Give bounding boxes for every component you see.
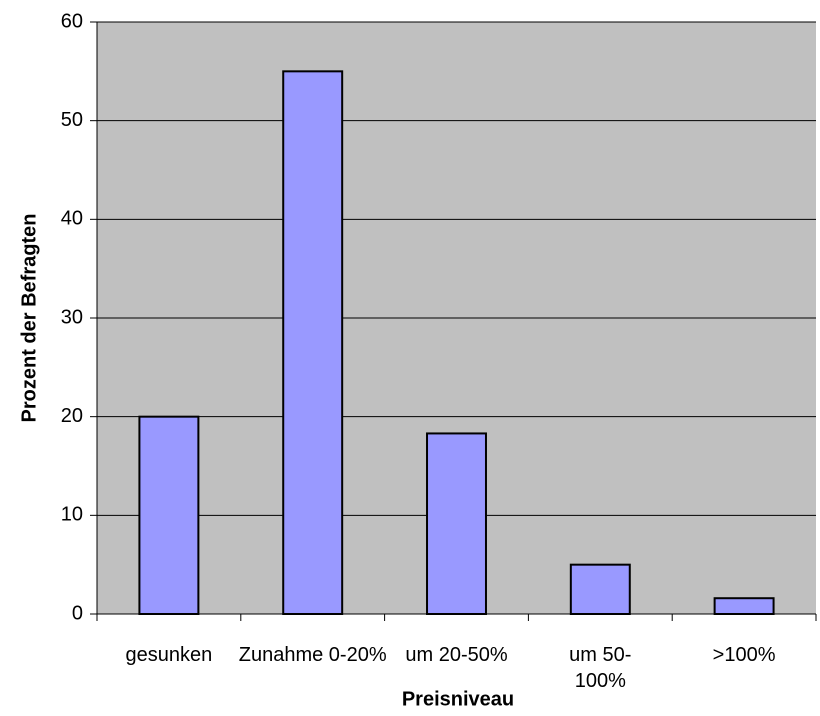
x-axis-title: Preisniveau — [402, 688, 514, 710]
y-tick-label: 60 — [61, 10, 83, 32]
y-tick-label: 10 — [61, 504, 83, 526]
bar — [426, 432, 487, 615]
x-tick-label: >100% — [712, 644, 776, 666]
bar — [713, 597, 775, 615]
y-tick-label: 40 — [61, 208, 83, 230]
x-tick-label: Zunahme 0-20% — [238, 644, 387, 666]
x-tick-label: um 20-50% — [405, 644, 508, 666]
y-axis-title: Prozent der Befragten — [18, 214, 40, 423]
x-tick-label: gesunken — [125, 644, 213, 666]
y-tick-label: 30 — [61, 306, 83, 328]
x-tick-label: um 50-100% — [569, 644, 632, 692]
bar — [138, 415, 200, 615]
bar — [282, 70, 344, 616]
y-tick-label: 20 — [61, 405, 83, 427]
bar — [569, 563, 631, 616]
y-tick-label: 0 — [72, 602, 83, 624]
y-tick-label: 50 — [61, 109, 83, 131]
